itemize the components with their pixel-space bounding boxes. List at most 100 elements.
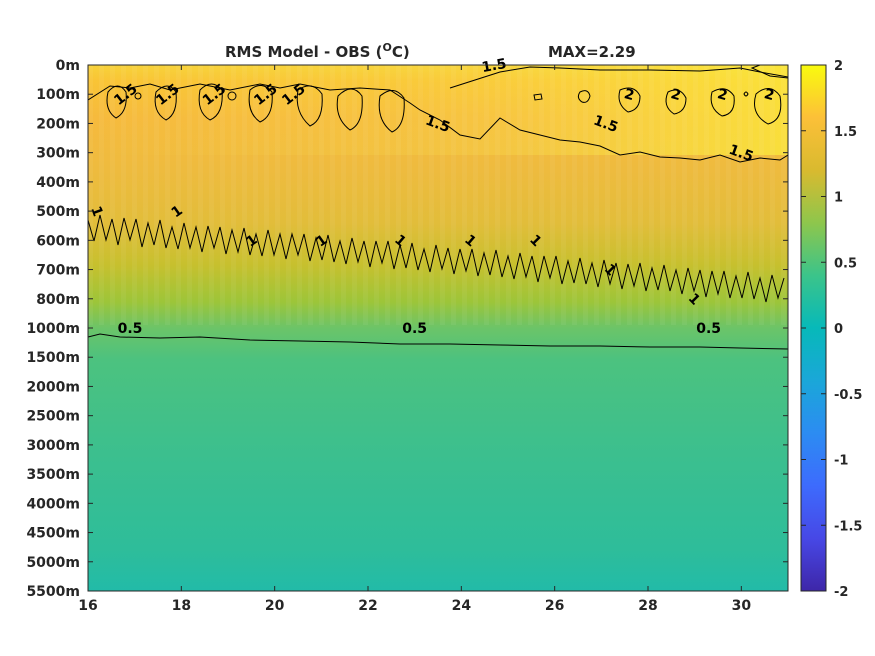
texture-stripe <box>473 65 478 325</box>
texture-stripe <box>671 65 676 325</box>
texture-stripe <box>341 65 346 325</box>
y-axis: 0m 100m 200m 300m 400m 500m 600m 700m 800m 1000m 1… <box>26 58 788 600</box>
texture-stripe <box>330 65 335 325</box>
texture-stripe <box>110 65 115 325</box>
contour-label: 2 <box>669 86 683 104</box>
texture-stripe <box>726 65 731 325</box>
x-tick-label: 18 <box>172 598 191 614</box>
x-tick-label: 26 <box>545 598 564 614</box>
x-axis: 16 18 20 22 24 26 28 30 <box>78 65 751 614</box>
y-tick-label: 4500m <box>26 526 80 542</box>
texture-stripe <box>572 65 577 325</box>
y-tick-label: 2500m <box>26 409 80 425</box>
colorbar-tick-label: 1.5 <box>834 125 857 140</box>
texture-stripe <box>737 65 742 325</box>
texture-stripe <box>275 65 280 325</box>
y-tick-label: 5500m <box>26 584 80 600</box>
texture-stripe <box>616 65 621 325</box>
texture-stripe <box>264 65 269 325</box>
texture-stripe <box>517 65 522 325</box>
chart-title: RMS Model - OBS (OC) <box>225 41 410 61</box>
texture-stripe <box>198 65 203 325</box>
texture-stripe <box>363 65 368 325</box>
contour-label: 0.5 <box>118 321 143 337</box>
texture-stripe <box>121 65 126 325</box>
x-tick-label: 24 <box>452 598 472 614</box>
heatmap-field <box>88 65 788 591</box>
contour-label: 0.5 <box>696 321 721 337</box>
y-tick-label: 300m <box>36 146 80 162</box>
texture-stripe <box>605 65 610 325</box>
texture-stripe <box>649 65 654 325</box>
contour-label: 1.5 <box>423 113 452 137</box>
texture-stripe <box>165 65 170 325</box>
texture-stripe <box>638 65 643 325</box>
texture-stripe <box>506 65 511 325</box>
texture-stripe <box>176 65 181 325</box>
texture-stripe <box>583 65 588 325</box>
texture-stripe <box>704 65 709 325</box>
texture-stripe <box>462 65 467 325</box>
texture-stripe <box>429 65 434 325</box>
contour-2-closed <box>533 65 788 125</box>
contour-label: 1.5 <box>727 142 756 166</box>
texture-stripe <box>770 65 775 325</box>
texture-stripe <box>759 65 764 325</box>
texture-stripe <box>319 65 324 325</box>
y-tick-label: 100m <box>36 87 80 103</box>
y-tick-label: 200m <box>36 116 80 132</box>
texture-stripe <box>539 65 544 325</box>
texture-stripe <box>286 65 291 325</box>
y-tick-label: 4000m <box>26 496 80 512</box>
y-tick-label: 0m <box>56 58 80 74</box>
contour-1-5-closed <box>106 83 405 133</box>
texture-stripe <box>550 65 555 325</box>
texture-stripe <box>715 65 720 325</box>
texture-stripe <box>748 65 753 325</box>
contour-label: 2 <box>716 86 730 104</box>
y-tick-label: 1000m <box>26 321 80 337</box>
contour-label: 0.5 <box>402 321 427 337</box>
texture-stripe <box>253 65 258 325</box>
texture-stripe <box>352 65 357 325</box>
y-tick-label: 800m <box>36 292 80 308</box>
texture-stripe <box>418 65 423 325</box>
y-tick-label: 500m <box>36 204 80 220</box>
texture-stripe <box>682 65 687 325</box>
colorbar-tick-label: -1 <box>834 454 848 469</box>
colorbar-tick-label: 2 <box>834 59 843 74</box>
colorbar-tick-label: -2 <box>834 585 848 600</box>
texture-stripe <box>99 65 104 325</box>
texture-stripe <box>209 65 214 325</box>
texture-stripe <box>187 65 192 325</box>
contour-label: 1.5 <box>591 113 620 137</box>
texture-stripe <box>561 65 566 325</box>
texture-stripe <box>132 65 137 325</box>
contour-0-5 <box>88 333 788 350</box>
y-tick-label: 700m <box>36 263 80 279</box>
texture-stripe <box>660 65 665 325</box>
texture-stripe <box>693 65 698 325</box>
texture-stripe <box>154 65 159 325</box>
y-tick-label: 5000m <box>26 555 80 571</box>
texture-stripe <box>484 65 489 325</box>
texture-stripe <box>440 65 445 325</box>
texture-stripe <box>385 65 390 325</box>
texture-stripe <box>451 65 456 325</box>
contour-label: 2 <box>622 86 636 104</box>
texture-stripe <box>297 65 302 325</box>
texture-stripe <box>396 65 401 325</box>
y-tick-label: 3000m <box>26 438 80 454</box>
texture-stripe <box>374 65 379 325</box>
texture-stripe <box>407 65 412 325</box>
texture-stripe <box>528 65 533 325</box>
x-tick-label: 16 <box>78 598 97 614</box>
contour-label: 2 <box>762 86 776 104</box>
max-label: MAX=2.29 <box>548 43 636 61</box>
colorbar-ticks: 2 1.5 1 0.5 0 -0.5 -1 -1.5 -2 <box>801 59 862 600</box>
colorbar-tick-label: 0.5 <box>834 256 857 271</box>
texture-stripe <box>781 65 786 325</box>
y-tick-label: 600m <box>36 233 80 249</box>
contour-lines <box>88 65 788 350</box>
